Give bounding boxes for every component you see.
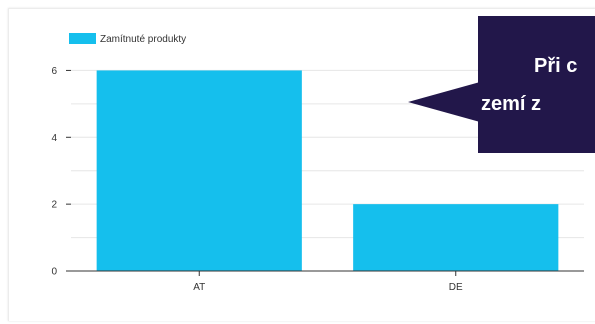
y-tick-label: 0 <box>51 267 57 278</box>
y-tick-label: 4 <box>51 133 57 144</box>
callout-tooltip: Při c zemí z <box>478 16 595 153</box>
bar-at <box>96 70 302 271</box>
callout-pointer <box>408 82 480 122</box>
y-tick-label: 6 <box>51 66 57 77</box>
legend-swatch <box>69 33 96 44</box>
y-tick-label: 2 <box>51 200 57 211</box>
x-tick-label: AT <box>193 282 205 293</box>
bar-chart: 0 2 4 6 AT DE Zamítnuté produkty <box>51 33 584 293</box>
x-tick-label: DE <box>449 282 463 293</box>
legend-label: Zamítnuté produkty <box>100 34 186 45</box>
bar-de <box>353 204 559 271</box>
callout-text-line-1: Při c <box>534 55 578 77</box>
callout-text-line-2: zemí z <box>481 93 542 115</box>
